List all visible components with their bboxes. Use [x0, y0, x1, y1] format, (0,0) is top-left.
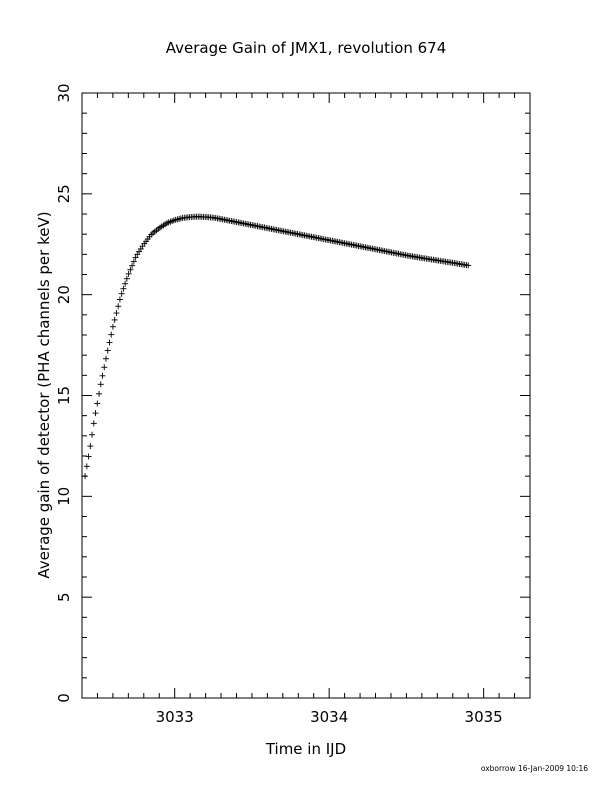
chart-title: Average Gain of JMX1, revolution 674 — [166, 39, 447, 57]
data-point — [120, 285, 127, 292]
x-tick-label: 3034 — [310, 708, 348, 726]
data-point — [122, 280, 129, 287]
data-point — [90, 420, 97, 427]
data-point — [118, 290, 125, 297]
data-point — [127, 266, 134, 273]
y-tick-label: 10 — [55, 487, 73, 506]
data-point — [97, 381, 104, 388]
x-axis-label: Time in IJD — [265, 740, 346, 758]
data-point — [102, 355, 109, 362]
data-point — [82, 473, 89, 480]
data-point — [465, 262, 472, 269]
x-tick-label: 3033 — [156, 708, 194, 726]
x-tick-label: 3035 — [465, 708, 503, 726]
data-point — [111, 316, 118, 323]
y-tick-label: 0 — [55, 693, 73, 703]
data-point — [83, 463, 90, 470]
data-point — [92, 410, 99, 417]
data-point — [85, 453, 92, 460]
data-point — [106, 339, 113, 346]
data-point — [113, 310, 120, 317]
data-point — [96, 390, 103, 397]
data-point — [87, 443, 94, 450]
axis-ticks: 3033 3034 3035 0 5 10 15 20 25 30 — [55, 83, 531, 726]
data-point — [101, 364, 108, 371]
data-point — [94, 400, 101, 407]
data-point — [125, 270, 132, 277]
data-point — [108, 331, 115, 338]
data-point — [116, 296, 123, 303]
y-tick-label: 15 — [55, 386, 73, 405]
data-point — [123, 275, 130, 282]
footnote: oxborrow 16-Jan-2009 10:16 — [481, 764, 588, 773]
y-tick-label: 25 — [55, 184, 73, 203]
y-axis-label: Average gain of detector (PHA channels p… — [35, 211, 53, 578]
data-point — [109, 323, 116, 330]
y-tick-label: 20 — [55, 285, 73, 304]
data-point — [129, 262, 136, 269]
data-point — [89, 431, 96, 438]
data-point — [132, 254, 139, 261]
data-points — [82, 213, 472, 480]
data-point — [115, 303, 122, 310]
data-point — [130, 258, 137, 265]
y-tick-label: 5 — [55, 592, 73, 602]
plot-frame — [81, 92, 531, 699]
data-point — [104, 347, 111, 354]
y-tick-label: 30 — [55, 83, 73, 102]
data-point — [99, 372, 106, 379]
